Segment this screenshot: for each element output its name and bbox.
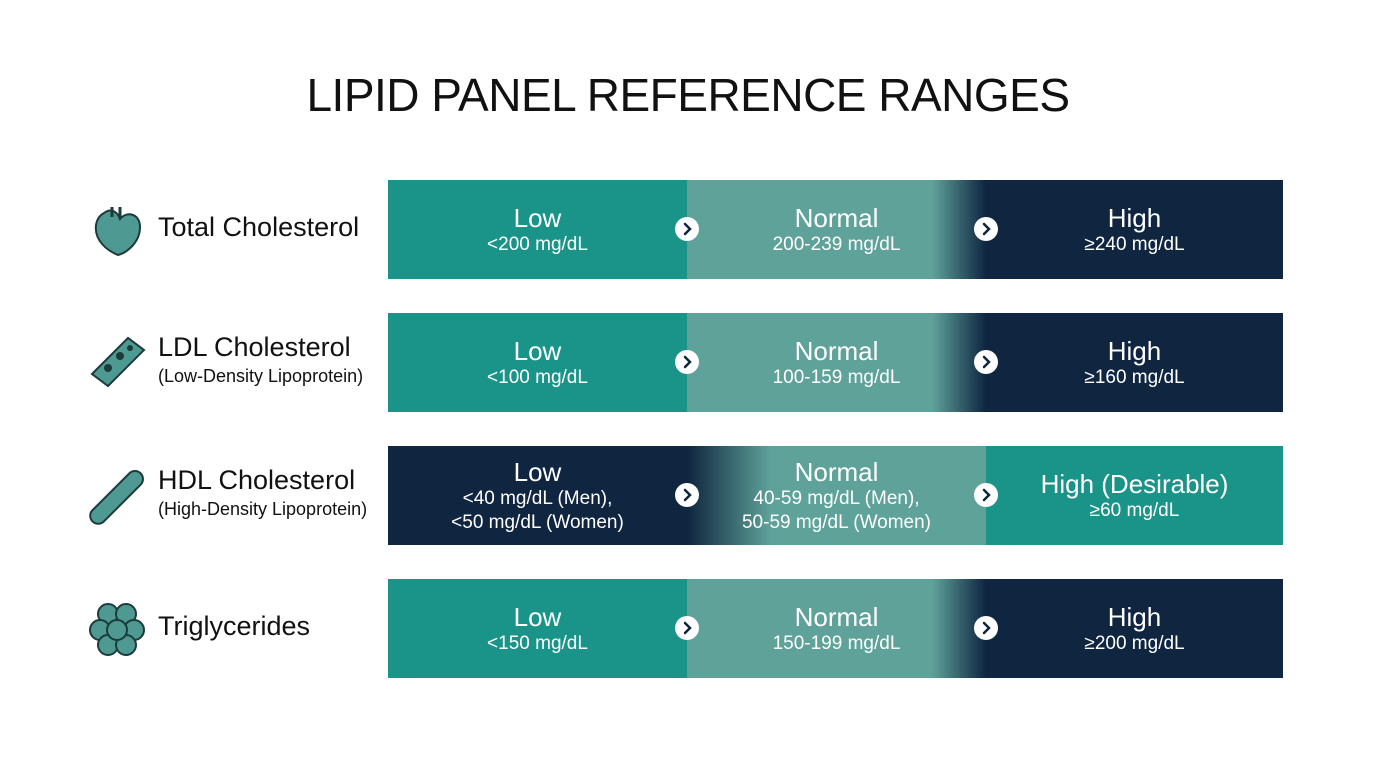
arrow	[974, 350, 998, 374]
range-value: ≥240 mg/dL	[1084, 233, 1185, 255]
vessel-icon	[90, 336, 146, 388]
range-value: 150-199 mg/dL	[772, 632, 901, 654]
range-cell: Normal 100-159 mg/dL	[687, 313, 986, 412]
arrow	[974, 483, 998, 507]
range-label: Normal	[794, 335, 879, 366]
range-value: <150 mg/dL	[487, 632, 588, 654]
range-value: 200-239 mg/dL	[772, 233, 901, 255]
range-label: Normal	[794, 456, 879, 487]
range-value: ≥160 mg/dL	[1084, 366, 1185, 388]
range-cell: Normal 40-59 mg/dL (Men), 50-59 mg/dL (Wom…	[687, 446, 986, 545]
range-label: Low	[513, 335, 562, 366]
range-cell: High ≥200 mg/dL	[986, 579, 1283, 678]
range-label: High (Desirable)	[1040, 468, 1229, 499]
range-cell: Normal 200-239 mg/dL	[687, 180, 986, 279]
arrow	[974, 616, 998, 640]
range-cell: High ≥240 mg/dL	[986, 180, 1283, 279]
range-cell: Low <200 mg/dL	[388, 180, 687, 279]
cells-icon	[89, 603, 145, 656]
range-cell: Low <100 mg/dL	[388, 313, 687, 412]
range-cell: Low <150 mg/dL	[388, 579, 687, 678]
arrow	[675, 616, 699, 640]
range-label: Low	[513, 456, 562, 487]
range-value: <50 mg/dL (Women)	[451, 511, 624, 533]
range-cell: High ≥160 mg/dL	[986, 313, 1283, 412]
range-label: Low	[513, 601, 562, 632]
range-label: High	[1107, 601, 1162, 632]
range-value: <100 mg/dL	[487, 366, 588, 388]
range-value: ≥200 mg/dL	[1084, 632, 1185, 654]
range-label: Normal	[794, 601, 879, 632]
row-name: Triglycerides	[158, 611, 311, 641]
row-subtitle: (High-Density Lipoprotein)	[158, 499, 368, 519]
range-value: <200 mg/dL	[487, 233, 588, 255]
range-label: Normal	[794, 202, 879, 233]
range-value: ≥60 mg/dL	[1089, 499, 1180, 521]
row-subtitle: (Low-Density Lipoprotein)	[158, 366, 364, 386]
row-name: LDL Cholesterol	[158, 332, 351, 362]
range-value: 40-59 mg/dL (Men),	[753, 487, 920, 509]
range-label: Low	[513, 202, 562, 233]
arrow	[974, 217, 998, 241]
range-value: 50-59 mg/dL (Women)	[741, 511, 932, 533]
arrow	[675, 350, 699, 374]
range-label: High	[1107, 202, 1162, 233]
title: LIPID PANEL REFERENCE RANGES	[306, 69, 1070, 121]
range-value: 100-159 mg/dL	[772, 366, 901, 388]
arrow	[675, 483, 699, 507]
capsule-icon	[89, 470, 144, 525]
range-cell: Normal 150-199 mg/dL	[687, 579, 986, 678]
row-name: Total Cholesterol	[158, 212, 360, 242]
range-cell: High (Desirable) ≥60 mg/dL	[986, 446, 1283, 545]
range-cell: Low <40 mg/dL (Men), <50 mg/dL (Women)	[388, 446, 687, 545]
heart-icon	[94, 207, 142, 257]
row-name: HDL Cholesterol	[158, 465, 356, 495]
arrow	[675, 217, 699, 241]
range-label: High	[1107, 335, 1162, 366]
range-value: <40 mg/dL (Men),	[462, 487, 613, 509]
